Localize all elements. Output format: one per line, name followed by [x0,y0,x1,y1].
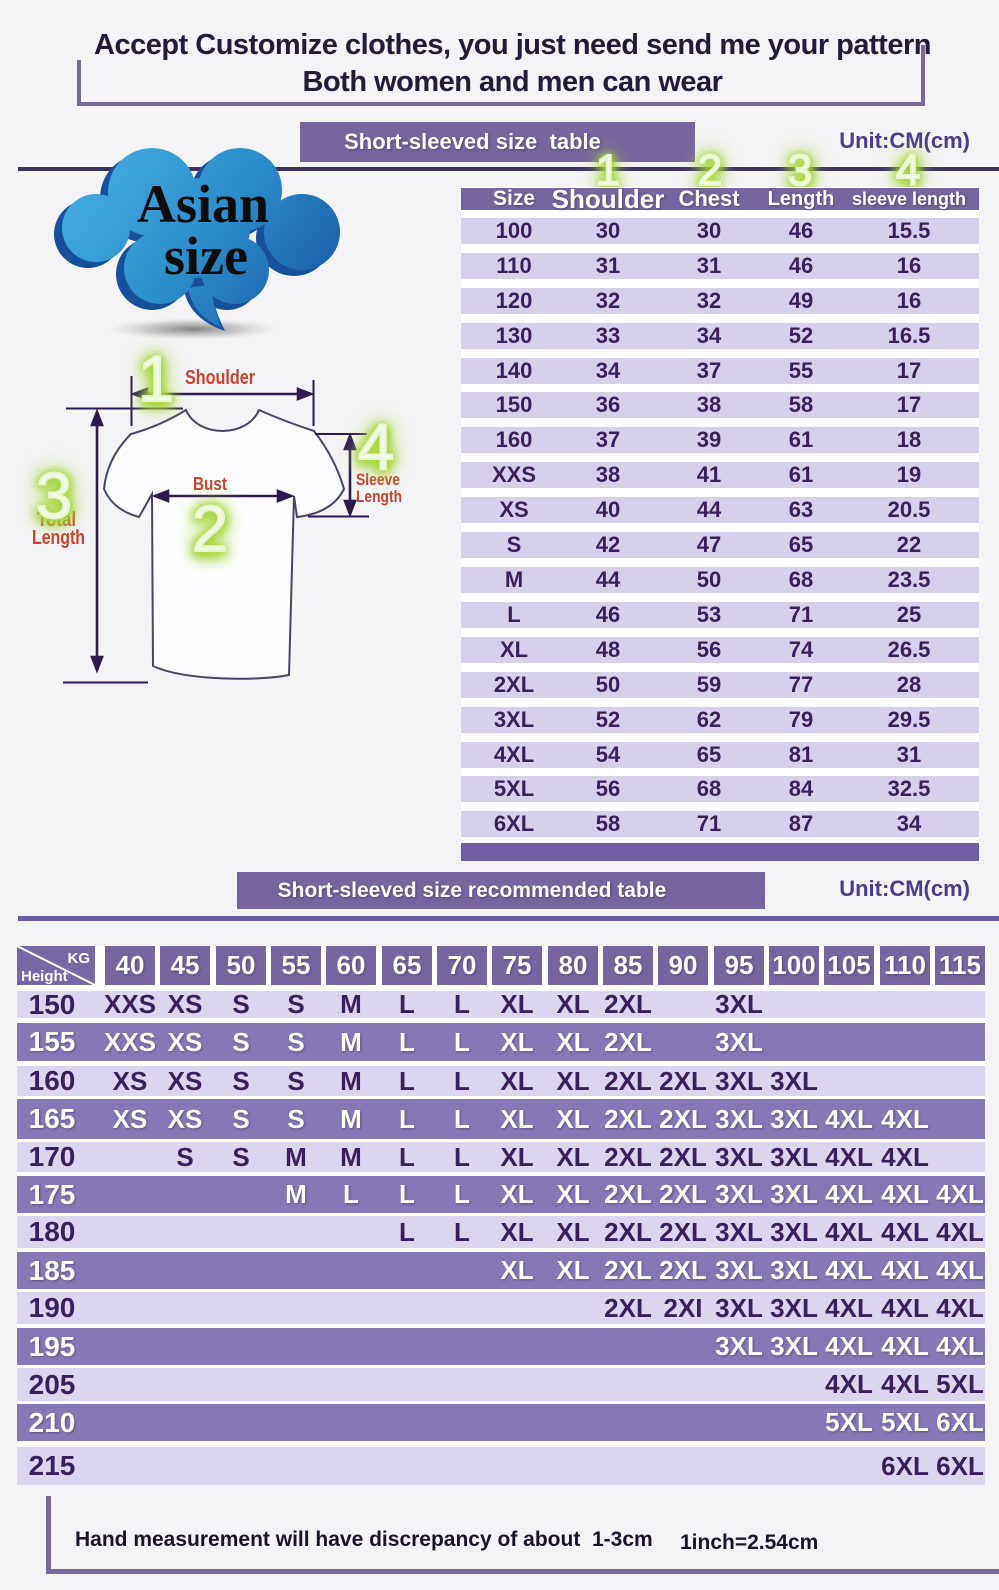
svg-text:Bust: Bust [193,474,227,494]
svg-text:Sleeve: Sleeve [356,470,400,489]
svg-text:Length: Length [356,487,402,506]
svg-text:Asian: Asian [137,174,269,234]
svg-text:Length: Length [32,527,85,549]
svg-text:Total: Total [37,509,76,531]
svg-text:Shoulder: Shoulder [185,367,255,389]
svg-text:Height: Height [21,968,68,985]
svg-text:KG: KG [68,950,91,967]
svg-text:size: size [164,226,248,286]
